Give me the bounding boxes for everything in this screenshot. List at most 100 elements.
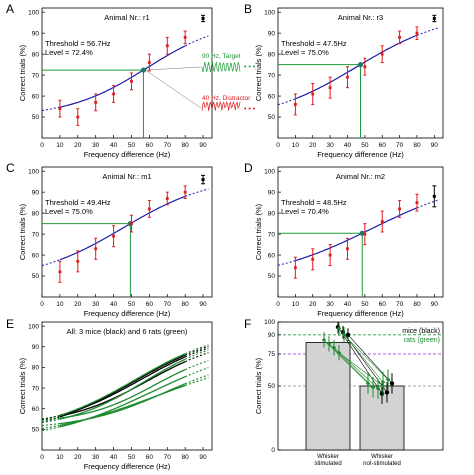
x-tick-label: 20 (74, 301, 82, 308)
pair-point-mice (379, 391, 385, 396)
x-tick-label: 60 (146, 301, 154, 308)
panel-d: 0 10 20 30 40 50 60 70 80 90 50 60 70 80 90 100 Frequenc… (254, 166, 444, 318)
x-tick-label: 90 (199, 301, 207, 308)
x-tick-label: 50 (128, 142, 136, 149)
y-tick-label: 100 (264, 319, 275, 326)
pair-point-rats (365, 381, 371, 386)
data-point (311, 257, 315, 261)
panel-letter-e: E (6, 317, 14, 331)
x-tick-label: 50 (361, 301, 369, 308)
data-point (415, 31, 419, 35)
pair-line-rats (343, 334, 389, 380)
x-tick-label: 30 (92, 301, 100, 308)
x-tick-label: 70 (396, 301, 404, 308)
x-tick-label: 60 (379, 301, 387, 308)
chart-title: All: 3 mice (black) and 6 rats (green) (67, 327, 188, 336)
category-label: Whisker not-stimulated (363, 454, 401, 467)
plot-frame (41, 166, 213, 298)
x-tick-label: 20 (309, 301, 317, 308)
series-line-rats (59, 369, 186, 419)
x-tick-label: 10 (56, 454, 64, 461)
data-point (130, 222, 133, 226)
inset-connector (145, 66, 202, 71)
data-point (183, 190, 187, 194)
series-line-mice (59, 354, 186, 418)
series-line-extrapolated (184, 374, 209, 385)
x-tick-label: 70 (396, 142, 404, 149)
y-tick-label: 75 (268, 351, 276, 358)
y-tick-label: 60 (32, 406, 40, 413)
x-tick-label: 40 (110, 142, 118, 149)
series-line-extrapolated (41, 424, 60, 430)
level-text: Level = 75.0% (281, 48, 329, 57)
data-point (380, 220, 384, 223)
x-tick-label: 70 (164, 454, 172, 461)
x-axis-label: Frequency difference (Hz) (317, 150, 404, 159)
chart-title: Animal Nr.: m2 (336, 172, 385, 181)
x-tick-label: 50 (361, 142, 369, 149)
x-tick-label: 80 (182, 142, 190, 149)
pair-point-rats (321, 337, 327, 343)
x-tick-label: 30 (326, 142, 334, 149)
y-axis-label: Correct trials (%) (18, 203, 27, 260)
pair-line-rats (338, 352, 384, 387)
x-tick-label: 30 (326, 301, 334, 308)
y-tick-label: 100 (28, 168, 39, 175)
fit-curve (59, 195, 186, 261)
legend-mice: mice (black) (402, 328, 440, 335)
x-axis-label: Frequency difference (Hz) (317, 309, 404, 318)
data-point (147, 61, 151, 64)
x-axis-label: Frequency difference (Hz) (84, 309, 171, 318)
data-point (58, 270, 62, 274)
data-point (147, 207, 151, 211)
x-tick-label: 20 (74, 454, 82, 461)
pair-point-mice (384, 390, 390, 395)
y-tick-label: 100 (264, 168, 275, 175)
y-axis-label: Correct trials (%) (254, 44, 263, 101)
threshold-point (140, 67, 147, 73)
pair-point-rats (331, 345, 337, 350)
data-point (328, 253, 332, 257)
y-tick-label: 50 (32, 427, 40, 434)
y-tick-label: 90 (32, 30, 40, 37)
pair-point-rats (326, 341, 332, 346)
panel-b: 0 10 20 30 40 50 60 70 80 90 50 60 70 80 90 100 Frequenc… (254, 7, 444, 159)
x-tick-label: 0 (40, 142, 44, 149)
x-axis-label: Frequency difference (Hz) (84, 462, 171, 471)
threshold-text: Threshold = 56.7Hz (45, 39, 111, 48)
data-point (328, 86, 332, 90)
fit-extrapolation (41, 106, 61, 111)
y-tick-label: 50 (268, 114, 276, 121)
data-point (94, 247, 98, 251)
level-text: Level = 72.4% (45, 48, 93, 57)
y-axis-label: Correct trials (%) (18, 357, 27, 414)
data-point (398, 35, 401, 39)
pair-point-rats (385, 377, 391, 382)
pair-point-rats (380, 383, 386, 389)
plot-frame (277, 166, 444, 298)
y-tick-label: 50 (32, 273, 40, 280)
panel-letter-c: C (6, 161, 15, 175)
series-line-extrapolated (41, 423, 60, 427)
panel-a: 0 10 20 30 40 50 60 70 80 90 50 60 70 80 90 100 Frequenc… (18, 7, 256, 159)
x-tick-label: 90 (199, 142, 207, 149)
panel-letter-f: F (244, 317, 251, 331)
y-tick-label: 70 (32, 72, 40, 79)
control-point (432, 194, 436, 198)
y-tick-label: 50 (268, 383, 276, 390)
series-line-extrapolated (41, 414, 61, 421)
fit-extrapolation (184, 35, 209, 47)
threshold-text: Threshold = 49.4Hz (45, 198, 111, 207)
inset-distractor-label: 40 Hz, Distractor (202, 95, 251, 102)
data-point (94, 100, 98, 104)
series-line-extrapolated (41, 426, 61, 432)
data-point (112, 234, 115, 238)
x-tick-label: 30 (92, 142, 100, 149)
x-tick-label: 40 (110, 301, 118, 308)
series-line-mice (59, 356, 186, 416)
inset-target-dots: • • • (244, 64, 256, 71)
x-tick-label: 70 (164, 301, 172, 308)
data-point (346, 247, 349, 251)
data-point (415, 201, 419, 205)
y-tick-label: 90 (268, 189, 276, 196)
